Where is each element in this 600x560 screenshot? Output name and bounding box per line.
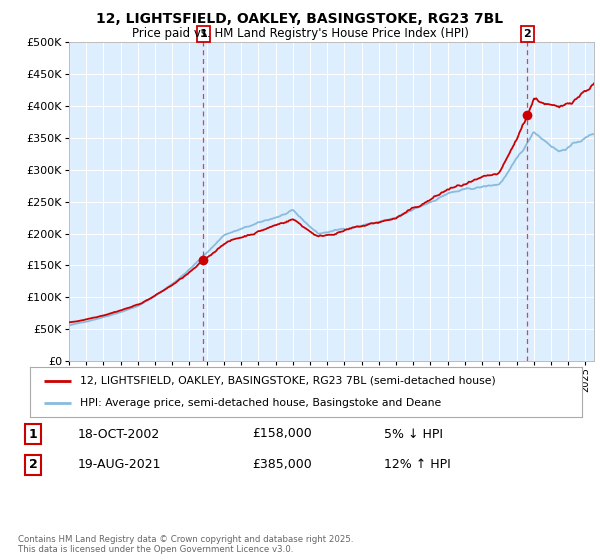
Text: £385,000: £385,000 (252, 458, 312, 472)
Text: Contains HM Land Registry data © Crown copyright and database right 2025.
This d: Contains HM Land Registry data © Crown c… (18, 535, 353, 554)
Text: 12% ↑ HPI: 12% ↑ HPI (384, 458, 451, 472)
Text: 2: 2 (29, 458, 37, 472)
Text: 2: 2 (523, 29, 531, 39)
Text: 12, LIGHTSFIELD, OAKLEY, BASINGSTOKE, RG23 7BL: 12, LIGHTSFIELD, OAKLEY, BASINGSTOKE, RG… (97, 12, 503, 26)
Text: 18-OCT-2002: 18-OCT-2002 (78, 427, 160, 441)
Text: Price paid vs. HM Land Registry's House Price Index (HPI): Price paid vs. HM Land Registry's House … (131, 27, 469, 40)
Text: 12, LIGHTSFIELD, OAKLEY, BASINGSTOKE, RG23 7BL (semi-detached house): 12, LIGHTSFIELD, OAKLEY, BASINGSTOKE, RG… (80, 376, 496, 386)
Text: 1: 1 (199, 29, 207, 39)
Text: 1: 1 (29, 427, 37, 441)
Text: HPI: Average price, semi-detached house, Basingstoke and Deane: HPI: Average price, semi-detached house,… (80, 398, 441, 408)
Text: £158,000: £158,000 (252, 427, 312, 441)
Text: 5% ↓ HPI: 5% ↓ HPI (384, 427, 443, 441)
Text: 19-AUG-2021: 19-AUG-2021 (78, 458, 161, 472)
